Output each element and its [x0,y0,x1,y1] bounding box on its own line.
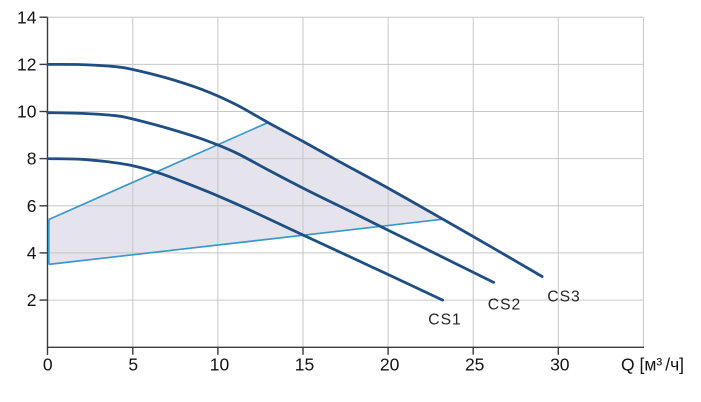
svg-text:25: 25 [465,355,484,375]
svg-text:5: 5 [128,355,138,375]
svg-text:CS3: CS3 [547,289,581,306]
svg-text:4: 4 [27,243,37,263]
svg-text:8: 8 [27,149,37,169]
svg-text:CS2: CS2 [488,297,522,314]
svg-text:20: 20 [380,355,400,375]
svg-text:15: 15 [295,355,314,375]
svg-text:14: 14 [17,7,37,27]
svg-text:CS1: CS1 [428,312,462,329]
svg-text:30: 30 [550,355,570,375]
svg-text:6: 6 [27,196,37,216]
svg-text:0: 0 [43,355,53,375]
svg-text:2: 2 [27,290,37,310]
svg-text:12: 12 [17,55,36,75]
svg-text:Q [м³/ч]: Q [м³/ч] [621,355,684,375]
svg-text:10: 10 [210,355,230,375]
svg-text:10: 10 [17,102,37,122]
